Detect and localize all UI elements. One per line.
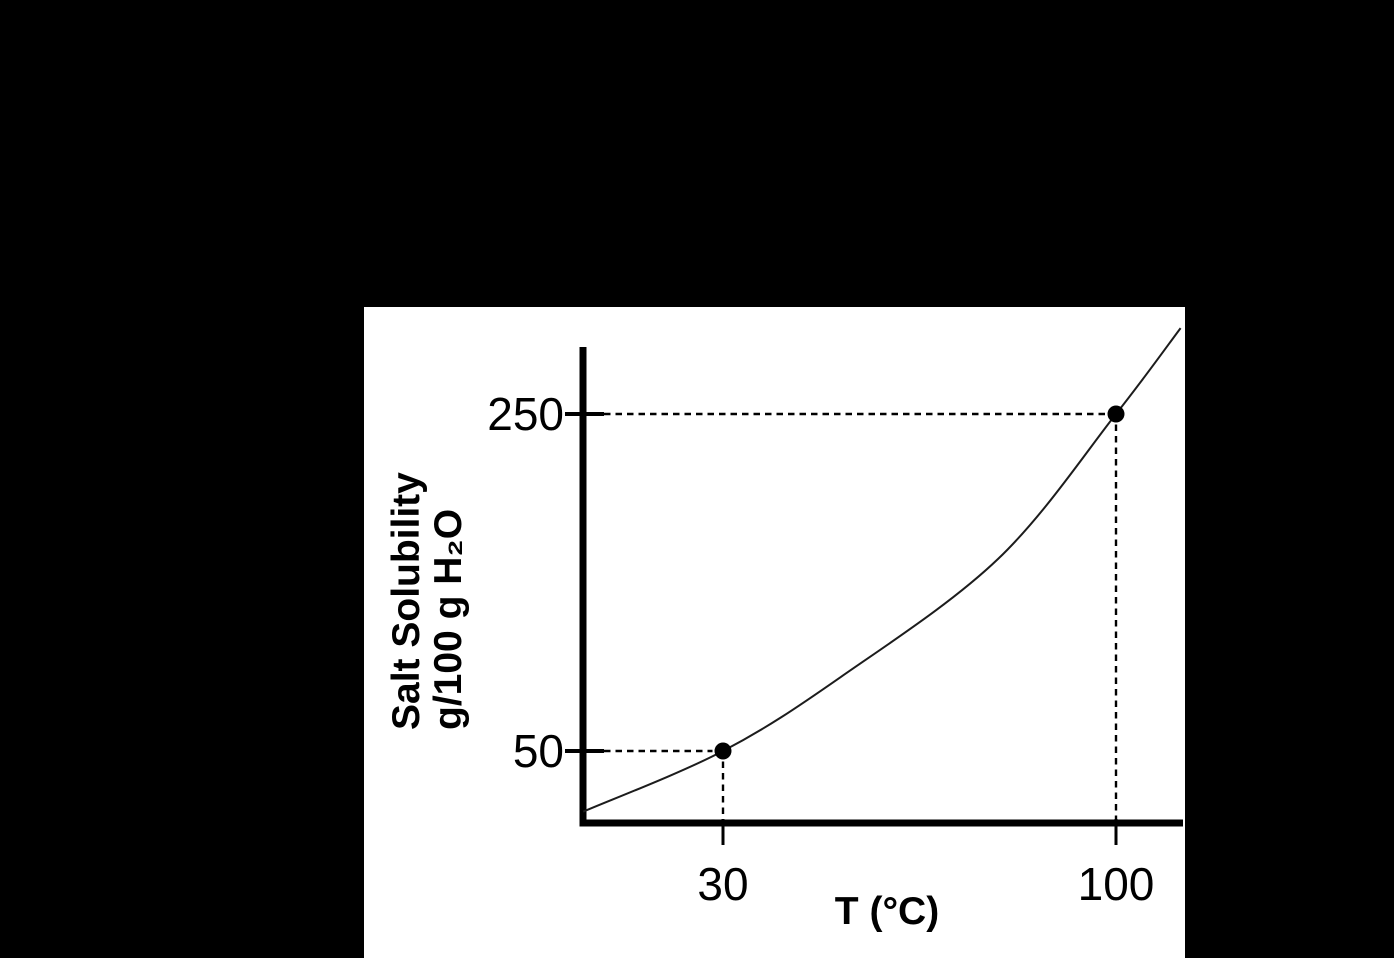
- solubility-curve: [582, 327, 1182, 813]
- chart-data-layer: [565, 327, 1182, 845]
- chart-panel: 250 50 30 100 T (°C) Salt Solubility g/1…: [364, 307, 1185, 958]
- x-tick-label-100: 100: [1077, 858, 1155, 910]
- y-axis-title-line1: Salt Solubility: [385, 472, 428, 730]
- x-axis-title: T (°C): [834, 890, 940, 933]
- y-tick-label-250: 250: [487, 388, 564, 440]
- data-point-dot: [1107, 405, 1125, 423]
- y-tick-label-50: 50: [512, 725, 564, 777]
- x-tick-label-30: 30: [697, 858, 749, 910]
- solubility-chart: [565, 327, 1183, 845]
- y-axis-title: Salt Solubility g/100 g H₂O: [385, 410, 470, 730]
- data-point-dot: [714, 742, 732, 760]
- y-axis-title-line2: g/100 g H₂O: [427, 508, 470, 730]
